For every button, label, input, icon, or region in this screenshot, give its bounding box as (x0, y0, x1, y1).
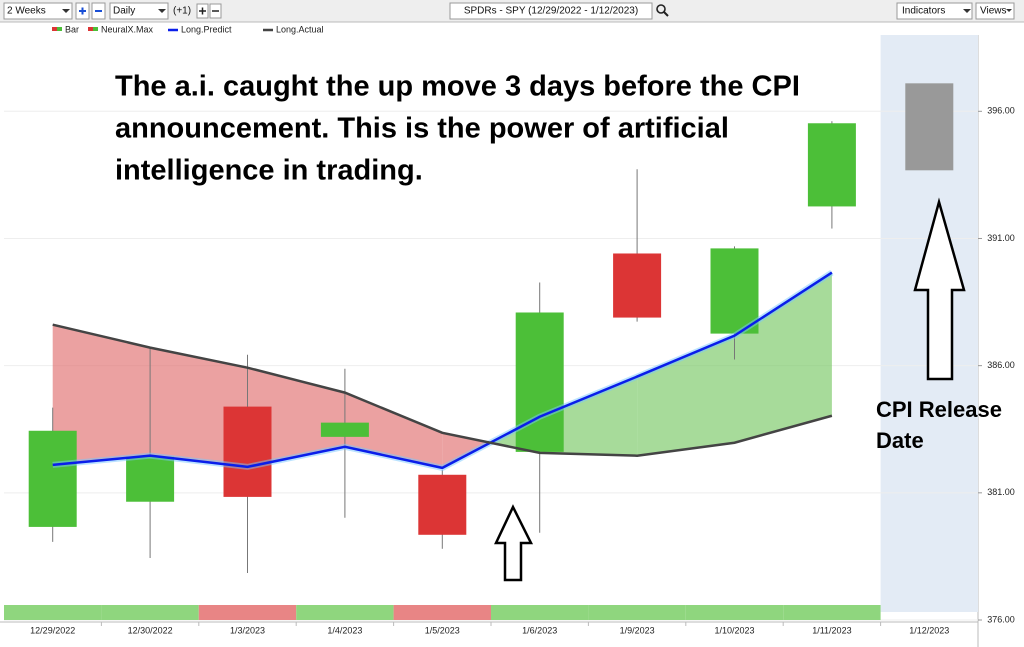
cpi-label: CPI Release (876, 397, 1002, 422)
candle-body (418, 474, 467, 535)
y-tick-label: 376.00 (987, 614, 1015, 624)
interval: Daily (113, 6, 135, 17)
period-select[interactable] (3, 2, 73, 20)
signal-strip (685, 605, 784, 620)
views: Views (980, 6, 1007, 17)
x-tick-label: 1/12/2023 (909, 625, 949, 635)
y-tick-label: 386.00 (987, 360, 1015, 370)
x-tick-label: 12/29/2022 (30, 625, 75, 635)
legend-neuralx-swatch (88, 27, 93, 31)
line-series (52, 323, 833, 457)
candle-body (320, 422, 369, 437)
symbol-title: SPDRs - SPY (12/29/2022 - 1/12/2023) (464, 6, 638, 17)
candle-body (515, 312, 564, 452)
signal-strip (588, 605, 686, 620)
candle-body (613, 253, 662, 318)
signal-strip (393, 605, 491, 620)
x-tick-label: 1/4/2023 (327, 625, 362, 635)
spread-area (637, 335, 735, 456)
spread-area (52, 324, 151, 465)
indicators-select[interactable] (896, 2, 973, 20)
annotation-line: announcement. This is the power of artif… (115, 113, 729, 145)
search-icon[interactable] (656, 4, 666, 14)
candle-body (223, 406, 272, 497)
legend-label: Long.Predict (181, 24, 232, 34)
annotation-line: The a.i. caught the up move 3 days befor… (115, 71, 800, 103)
period: 2 Weeks (7, 6, 46, 17)
legend-bar-swatch (57, 27, 62, 31)
legend-label: Bar (65, 24, 79, 34)
x-tick-label: 1/11/2023 (812, 625, 851, 635)
candle-body (28, 430, 77, 527)
offset: (+1) (173, 6, 191, 17)
legend-neuralx-swatch (93, 27, 98, 31)
x-tick-label: 1/6/2023 (522, 625, 557, 635)
candle-body (710, 248, 759, 334)
x-tick-label: 1/3/2023 (230, 625, 265, 635)
annotation-line: intelligence in trading. (115, 155, 423, 187)
spread-area (734, 272, 832, 443)
spread-area (247, 367, 345, 467)
cpi-label: Date (876, 428, 924, 453)
up-arrow (494, 504, 534, 582)
legend-label: Long.Actual (276, 24, 324, 34)
interval-select[interactable] (109, 2, 169, 20)
candle-body (126, 456, 175, 502)
y-tick-label: 381.00 (987, 487, 1015, 497)
views-select[interactable] (975, 2, 1015, 20)
y-tick-label: 396.00 (987, 106, 1015, 116)
symbol-box[interactable] (449, 2, 653, 20)
signal-strip (783, 605, 881, 620)
legend-label: NeuralX.Max (101, 24, 154, 34)
candle-body (807, 123, 856, 207)
line-series (52, 271, 833, 470)
x-tick-label: 1/5/2023 (425, 625, 460, 635)
x-tick-label: 12/30/2022 (128, 625, 173, 635)
signal-strip (4, 605, 102, 620)
spread-area (539, 376, 638, 456)
signal-strip (296, 605, 394, 620)
x-tick-label: 1/10/2023 (714, 625, 754, 635)
candle-body (905, 83, 954, 171)
y-tick-label: 391.00 (987, 233, 1015, 243)
indicators: Indicators (902, 6, 945, 17)
legend-bar-swatch (52, 27, 57, 31)
up-arrow (913, 197, 966, 381)
signal-strip (198, 605, 297, 620)
x-tick-label: 1/9/2023 (620, 625, 655, 635)
signal-strip (491, 605, 589, 620)
spread-area (150, 347, 248, 467)
signal-strip (101, 605, 199, 620)
